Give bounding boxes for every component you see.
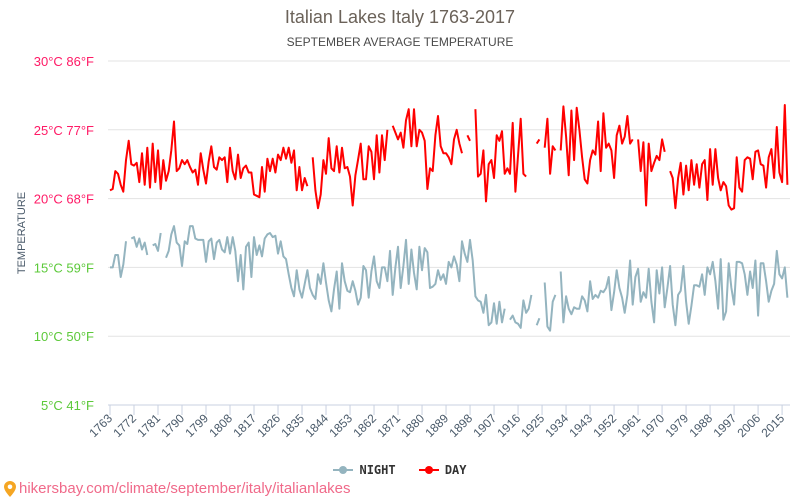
series-line-night [130,236,149,256]
series-line-night [165,225,506,327]
legend-label-night: NIGHT [359,463,396,477]
legend-item-day[interactable]: DAY [418,463,467,477]
series-line-night [535,317,541,326]
x-tick-label: 1808 [206,411,235,440]
x-tick-label: 1898 [446,411,475,440]
x-tick-label: 1817 [230,411,259,440]
x-tick-label: 1844 [302,411,331,440]
x-tick-label: 1799 [182,411,211,440]
source-link[interactable]: hikersbay.com/climate/september/italy/it… [4,480,351,497]
x-axis: 1763177217811790179918081817182618351844… [86,404,790,440]
x-tick-label: 1781 [134,411,163,440]
y-tick-label: 25°C 77°F [34,123,94,138]
series-line-day [391,108,463,190]
series-line-day [109,120,309,199]
x-tick-label: 2006 [734,411,763,440]
x-tick-label: 1763 [86,411,115,440]
series-line-day [543,117,557,175]
x-tick-label: 1952 [590,411,619,440]
y-tick-label: 30°C 86°F [34,54,94,69]
y-axis-title: TEMPERATURE [16,192,28,274]
y-tick-label: 20°C 68°F [34,192,94,207]
x-tick-label: 1835 [278,411,307,440]
series-line-day [669,104,789,211]
map-pin-icon [4,480,16,497]
series-line-night [559,249,789,327]
x-tick-label: 1889 [422,411,451,440]
y-axis-labels: 30°C 86°F 25°C 77°F 20°C 68°F 15°C 59°F 10°C… [34,54,94,413]
legend-label-day: DAY [444,463,467,477]
x-tick-label: 1970 [638,411,667,440]
x-tick-label: 1907 [470,411,499,440]
series-lines [109,104,789,332]
x-tick-label: 1934 [542,411,571,440]
source-url: hikersbay.com/climate/september/italy/it… [19,480,351,497]
series-line-day [535,138,541,145]
series-line-day [466,134,471,142]
series-line-day [474,109,527,203]
series-line-night [543,282,557,332]
series-line-day [559,105,634,185]
legend: NIGHT DAY [0,463,800,478]
day-marker-icon [418,466,439,474]
night-marker-icon [333,466,354,474]
x-tick-label: 1790 [158,411,187,440]
line-chart: 30°C 86°F 25°C 77°F 20°C 68°F 15°C 59°F 10°C… [16,54,790,440]
x-tick-label: 1826 [254,411,283,440]
x-tick-label: 1943 [566,411,595,440]
series-line-day [311,129,389,210]
x-tick-label: 1772 [110,411,139,440]
gridlines [108,60,790,406]
series-line-night [509,294,533,329]
chart-subtitle: SEPTEMBER AVERAGE TEMPERATURE [286,35,514,49]
x-tick-label: 1880 [398,411,427,440]
chart-title: Italian Lakes Italy 1763-2017 [284,7,516,27]
x-tick-label: 1925 [518,411,547,440]
x-tick-label: 1979 [662,411,691,440]
x-tick-label: 1862 [350,411,379,440]
x-tick-label: 1997 [710,411,739,440]
legend-item-night[interactable]: NIGHT [333,463,396,477]
series-line-day [637,138,666,207]
x-tick-label: 1916 [494,411,523,440]
x-tick-label: 1871 [374,411,403,440]
x-tick-label: 1988 [686,411,715,440]
y-tick-label: 10°C 50°F [34,329,94,344]
x-tick-label: 1853 [326,411,355,440]
y-tick-label: 15°C 59°F [34,260,94,275]
x-tick-label: 2015 [758,411,787,440]
series-line-night [110,241,127,278]
y-tick-label: 5°C 41°F [41,398,94,413]
series-line-night [152,232,162,252]
x-tick-label: 1961 [614,411,643,440]
